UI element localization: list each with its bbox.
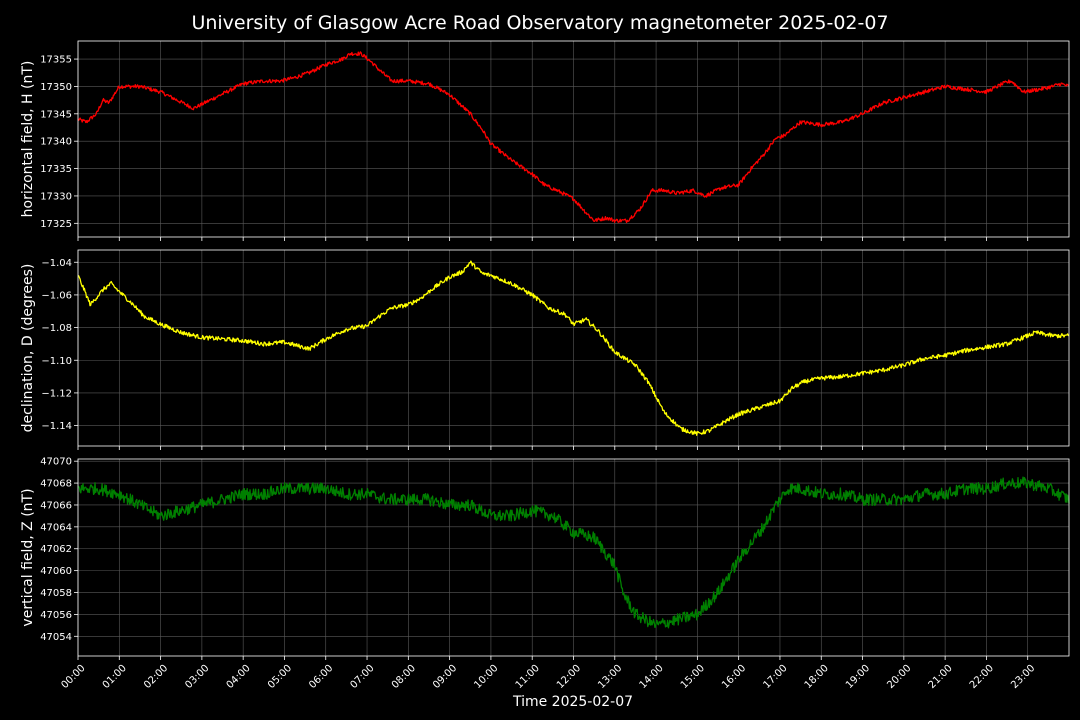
- y-tick-label: 47058: [40, 588, 72, 599]
- y-tick-label: −1.04: [41, 258, 72, 269]
- y-tick-label: 47054: [40, 632, 72, 643]
- y-tick-label: 47068: [40, 479, 72, 490]
- x-axis-label: Time 2025-02-07: [512, 694, 633, 710]
- y-tick-label: 17325: [40, 219, 72, 230]
- y-tick-label: 47064: [40, 522, 72, 533]
- y-tick-label: −1.14: [41, 421, 72, 432]
- panel-2: −1.14 −1.12 −1.10 −1.08 −1.06 −1.04 declinatio…: [20, 249, 1070, 450]
- y-tick-label: −1.12: [41, 388, 72, 399]
- y-tick-label: 17330: [40, 191, 72, 202]
- y-axis-label: vertical field, Z (nT): [20, 488, 36, 626]
- y-tick-label: 47056: [40, 610, 72, 621]
- y-axis-label: declination, D (degrees): [20, 264, 36, 433]
- y-tick-label: 17350: [40, 82, 72, 93]
- plot-frame: [77, 40, 1070, 238]
- y-tick-label: −1.06: [41, 290, 72, 301]
- y-tick-label: 17335: [40, 164, 72, 175]
- y-tick-label: −1.08: [41, 323, 72, 334]
- series-line: [77, 51, 1070, 224]
- panel-1: 17325 17330 17335 17340 17345 17350 17355 horiz…: [20, 40, 1070, 241]
- panel-3: 47054 47056 47058 47060 47062 47064 47066 47068…: [20, 457, 1070, 660]
- y-tick-label: 17345: [40, 109, 72, 120]
- y-tick-label: 47070: [40, 457, 72, 468]
- y-tick-label: 47062: [40, 544, 72, 555]
- y-tick-label: 17340: [40, 137, 72, 148]
- y-tick-label: −1.10: [41, 356, 72, 367]
- series-line: [77, 260, 1070, 436]
- y-axis-label: horizontal field, H (nT): [20, 61, 36, 218]
- series-line: [77, 476, 1070, 629]
- y-tick-label: 17355: [40, 55, 72, 66]
- plot-frame: [77, 458, 1070, 657]
- figure-title: University of Glasgow Acre Road Observat…: [191, 12, 888, 34]
- plot-frame: [77, 249, 1070, 447]
- y-tick-label: 47066: [40, 500, 72, 511]
- y-tick-label: 47060: [40, 566, 72, 577]
